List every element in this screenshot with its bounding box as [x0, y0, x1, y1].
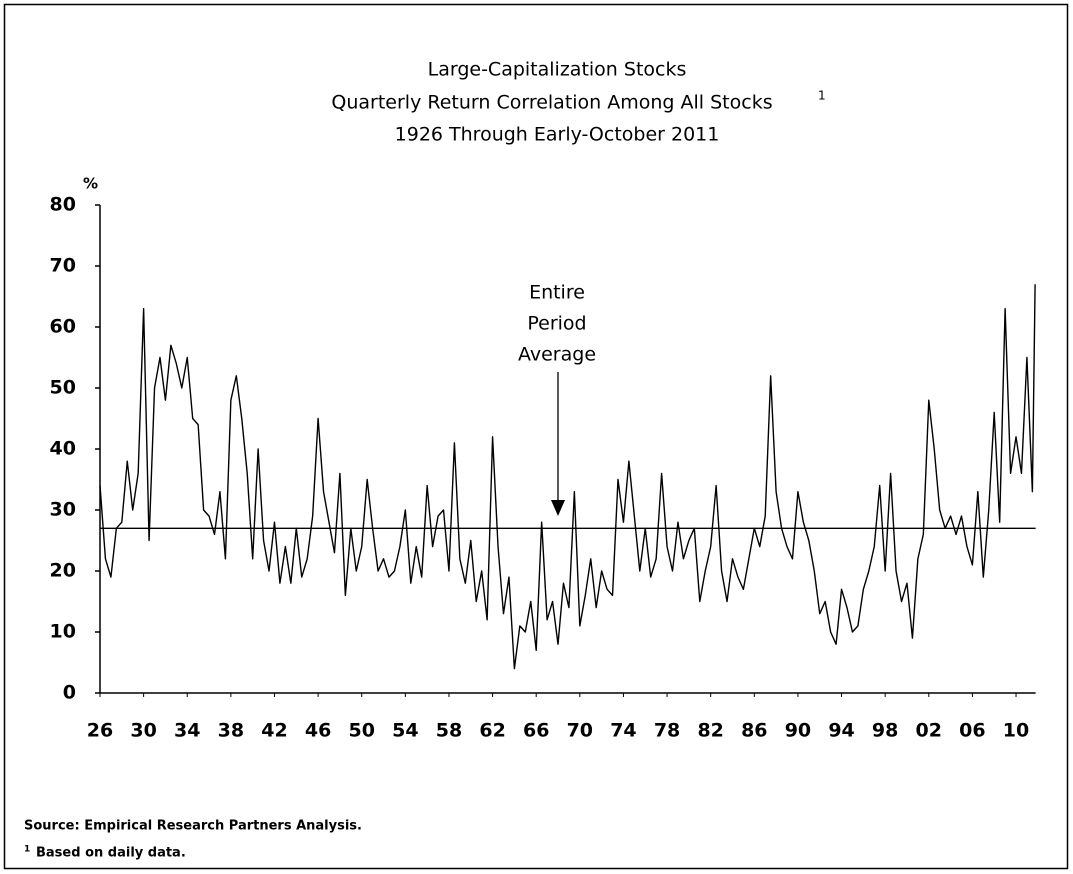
plot-area: 0 10 20 30 40 50 60 70 80 26 30 34 38 42 46 50 54 58 62 66 7… [50, 194, 1036, 742]
footnote: Based on daily data. [36, 846, 186, 861]
x-tick-label: 38 [218, 720, 244, 742]
x-tick-label: 58 [436, 720, 462, 742]
x-tick-label: 46 [305, 720, 331, 742]
source: Source: Empirical Research Partners Anal… [24, 819, 362, 834]
x-tick-label: 98 [872, 720, 898, 742]
y-tick-label: 60 [50, 316, 76, 338]
annotation: Period [527, 313, 586, 335]
x-tick-label: 10 [1003, 720, 1029, 742]
chart-subtitle: Quarterly Return Correlation Among All S… [331, 92, 772, 114]
x-tick-label: 06 [959, 720, 985, 742]
y-tick-label: 0 [63, 682, 76, 704]
y-tick-label: 20 [50, 560, 76, 582]
y-tick-label: 30 [50, 499, 76, 521]
x-tick-label: 90 [785, 720, 811, 742]
y-axis-label: % [83, 175, 98, 193]
annotation-arrowhead [551, 500, 565, 516]
annotation: Average [518, 344, 596, 366]
x-tick-label: 42 [261, 720, 287, 742]
x-tick-label: 74 [610, 720, 636, 742]
annotation: Entire [529, 282, 585, 304]
x-tick-label: 86 [741, 720, 767, 742]
footnote-marker: 1 [24, 845, 30, 855]
y-tick-label: 80 [50, 194, 76, 216]
x-tick-label: 94 [828, 720, 854, 742]
chart-title: Large-Capitalization Stocks [428, 59, 687, 81]
note-marker: 1 [818, 89, 826, 103]
chart-subtitle2: 1926 Through Early-October 2011 [395, 124, 720, 146]
y-tick-label: 70 [50, 255, 76, 277]
x-tick-label: 02 [916, 720, 942, 742]
data-line [99, 284, 1036, 670]
x-tick-label: 26 [87, 720, 113, 742]
x-tick-label: 62 [479, 720, 505, 742]
y-tick-label: 50 [50, 377, 76, 399]
x-tick-label: 78 [654, 720, 680, 742]
x-tick-label: 30 [130, 720, 156, 742]
y-tick-label: 40 [50, 438, 76, 460]
x-tick-label: 66 [523, 720, 549, 742]
x-tick-label: 82 [697, 720, 723, 742]
x-tick-label: 54 [392, 720, 418, 742]
y-tick-label: 10 [50, 621, 76, 643]
x-tick-label: 50 [348, 720, 374, 742]
frame [3, 3, 1069, 870]
x-tick-label: 34 [174, 720, 200, 742]
x-tick-label: 70 [567, 720, 593, 742]
